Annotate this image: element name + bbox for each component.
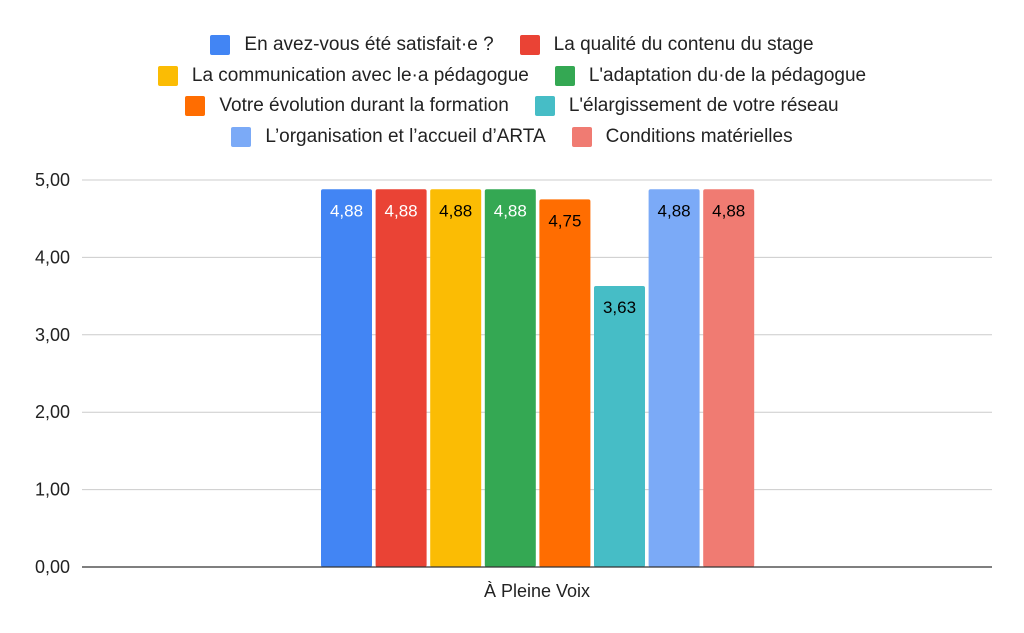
legend-label: Conditions matérielles <box>605 125 793 147</box>
bar <box>539 199 591 567</box>
legend-row: La communication avec le·a pédagogue L'ad… <box>0 61 1024 92</box>
legend-row: Votre évolution durant la formation L'éla… <box>0 91 1024 122</box>
legend-swatch <box>571 126 592 147</box>
data-label: 4,75 <box>548 211 581 230</box>
bar <box>321 189 372 567</box>
data-label: 4,88 <box>330 201 363 220</box>
legend-item[interactable]: La qualité du contenu du stage <box>519 34 814 56</box>
legend-item[interactable]: La communication avec le·a pédagogue <box>157 64 529 87</box>
data-label: 4,88 <box>712 201 745 220</box>
legend-label: En avez-vous été satisfait·e ? <box>244 34 494 56</box>
legend-swatch <box>210 35 231 56</box>
legend-label: L'élargissement de votre réseau <box>568 95 839 117</box>
legend-item[interactable]: L'adaptation du·de la pédagogue <box>554 64 867 87</box>
legend-row: En avez-vous été satisfait·e ? La qualité… <box>0 30 1024 61</box>
bar <box>703 189 755 567</box>
y-tick-label: 4,00 <box>35 247 70 267</box>
y-tick-label: 0,00 <box>35 557 70 577</box>
data-label: 3,63 <box>603 298 636 317</box>
bar <box>375 189 427 567</box>
bar <box>430 189 482 567</box>
legend-item[interactable]: L’organisation et l’accueil d’ARTA <box>231 125 546 148</box>
bar <box>648 189 700 567</box>
legend-item[interactable]: Conditions matérielles <box>571 125 793 148</box>
legend-swatch <box>519 35 540 56</box>
legend-swatch <box>554 65 575 86</box>
y-tick-label: 5,00 <box>35 170 70 190</box>
data-label: 4,88 <box>439 201 472 220</box>
legend-label: L'adaptation du·de la pédagogue <box>588 64 867 86</box>
legend-label: La communication avec le·a pédagogue <box>191 64 529 86</box>
legend-row: L’organisation et l’accueil d’ARTA Condit… <box>0 122 1024 153</box>
bar <box>484 189 536 567</box>
x-category-label: À Pleine Voix <box>484 581 590 601</box>
data-label: 4,88 <box>658 201 691 220</box>
legend-label: Votre évolution durant la formation <box>219 95 509 117</box>
legend-swatch <box>157 65 178 86</box>
y-tick-label: 2,00 <box>35 402 70 422</box>
data-label: 4,88 <box>494 201 527 220</box>
legend-swatch <box>231 126 252 147</box>
legend-item[interactable]: L'élargissement de votre réseau <box>534 95 839 117</box>
y-tick-label: 3,00 <box>35 325 70 345</box>
y-tick-label: 1,00 <box>35 480 70 500</box>
legend-item[interactable]: En avez-vous été satisfait·e ? <box>210 34 494 56</box>
legend: En avez-vous été satisfait·e ? La qualité… <box>0 30 1024 152</box>
legend-swatch <box>534 96 555 117</box>
legend-label: L’organisation et l’accueil d’ARTA <box>265 125 546 147</box>
bar <box>594 286 645 567</box>
legend-label: La qualité du contenu du stage <box>553 34 814 56</box>
legend-swatch <box>185 96 206 117</box>
legend-item[interactable]: Votre évolution durant la formation <box>185 95 509 117</box>
data-label: 4,88 <box>385 201 418 220</box>
